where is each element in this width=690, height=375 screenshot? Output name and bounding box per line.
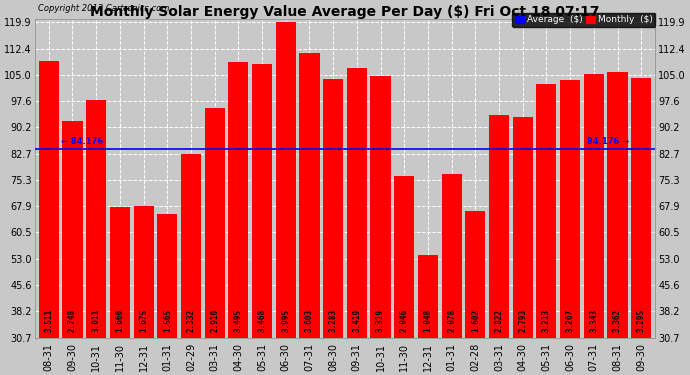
Text: 3.267: 3.267 [566, 309, 575, 332]
Text: 3.362: 3.362 [613, 309, 622, 332]
Bar [394, 176, 414, 338]
Text: 2.793: 2.793 [518, 309, 527, 332]
Text: 3.495: 3.495 [234, 309, 243, 332]
Bar [513, 117, 533, 338]
Bar [418, 255, 438, 338]
Text: 1.675: 1.675 [139, 309, 148, 332]
Text: 3.603: 3.603 [305, 309, 314, 332]
Bar [133, 206, 154, 338]
Text: ← 84.176: ← 84.176 [61, 137, 103, 146]
Bar [560, 80, 580, 338]
Text: 2.078: 2.078 [447, 309, 456, 332]
Title: Monthly Solar Energy Value Average Per Day ($) Fri Oct 18 07:17: Monthly Solar Energy Value Average Per D… [90, 5, 600, 19]
Bar [299, 53, 319, 338]
Bar [536, 84, 557, 338]
Text: 1.565: 1.565 [163, 309, 172, 332]
Text: 2.910: 2.910 [210, 309, 219, 332]
Text: 3.319: 3.319 [376, 309, 385, 332]
Bar [228, 62, 248, 338]
Bar [252, 64, 272, 338]
Bar [323, 79, 343, 338]
Bar [39, 61, 59, 338]
Bar [205, 108, 225, 338]
Text: 2.748: 2.748 [68, 309, 77, 332]
Bar [110, 207, 130, 338]
Bar [157, 214, 177, 338]
Text: 3.468: 3.468 [257, 309, 266, 332]
Text: Copyright 2013 Cartronics.com: Copyright 2013 Cartronics.com [38, 4, 169, 13]
Bar [347, 68, 367, 338]
Text: 1.048: 1.048 [424, 309, 433, 332]
Text: 3.213: 3.213 [542, 309, 551, 332]
Text: 3.343: 3.343 [589, 309, 598, 332]
Bar [276, 22, 296, 338]
Text: 1.660: 1.660 [115, 309, 124, 332]
Text: 3.995: 3.995 [282, 309, 290, 332]
Bar [584, 74, 604, 338]
Text: 84.176 →: 84.176 → [587, 137, 629, 146]
Bar [631, 78, 651, 338]
Bar [489, 115, 509, 338]
Text: 3.283: 3.283 [328, 309, 337, 332]
Text: 3.295: 3.295 [637, 309, 646, 332]
Bar [181, 154, 201, 338]
Text: 3.419: 3.419 [353, 309, 362, 332]
Bar [86, 100, 106, 338]
Bar [465, 211, 485, 338]
Bar [607, 72, 628, 338]
Text: 1.602: 1.602 [471, 309, 480, 332]
Bar [371, 76, 391, 338]
Text: 3.511: 3.511 [44, 309, 53, 332]
Bar [62, 121, 83, 338]
Text: 2.822: 2.822 [495, 309, 504, 332]
Text: 2.046: 2.046 [400, 309, 408, 332]
Legend: Average  ($), Monthly  ($): Average ($), Monthly ($) [512, 13, 656, 27]
Bar [442, 174, 462, 338]
Text: 3.011: 3.011 [92, 309, 101, 332]
Text: 2.332: 2.332 [186, 309, 195, 332]
